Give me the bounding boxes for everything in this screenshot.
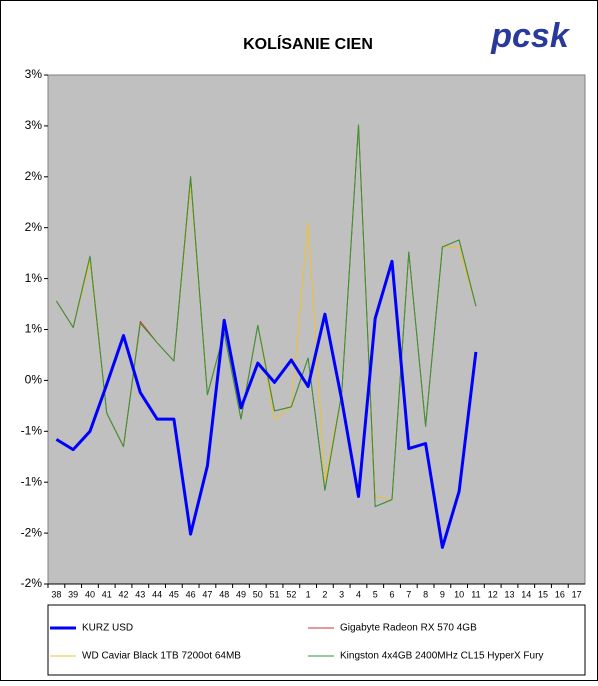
x-tick-label: 8 bbox=[423, 589, 428, 599]
legend-label: WD Caviar Black 1TB 7200ot 64MB bbox=[82, 651, 241, 662]
x-tick-label: 6 bbox=[390, 589, 395, 599]
x-tick-label: 40 bbox=[85, 589, 95, 599]
x-tick-label: 51 bbox=[270, 589, 280, 599]
y-tick-label: 1% bbox=[25, 322, 43, 336]
x-tick-label: 12 bbox=[488, 589, 498, 599]
legend bbox=[47, 604, 586, 676]
x-tick-label: 43 bbox=[135, 589, 145, 599]
x-tick-label: 47 bbox=[202, 589, 212, 599]
x-tick-label: 7 bbox=[406, 589, 411, 599]
x-tick-label: 2 bbox=[322, 589, 327, 599]
legend-label: KURZ USD bbox=[82, 623, 133, 634]
y-tick-label: -1% bbox=[21, 474, 43, 488]
x-tick-label: 15 bbox=[538, 589, 548, 599]
series-line bbox=[55, 259, 478, 549]
x-tick-label: 16 bbox=[555, 589, 565, 599]
legend-label: Kingston 4x4GB 2400MHz CL15 HyperX Fury bbox=[340, 651, 543, 662]
x-tick-label: 3 bbox=[339, 589, 344, 599]
logo: pcsk bbox=[490, 17, 571, 55]
y-tick-label: 1% bbox=[25, 271, 43, 285]
x-tick-label: 5 bbox=[373, 589, 378, 599]
x-tick-label: 45 bbox=[169, 589, 179, 599]
x-tick-label: 1 bbox=[306, 589, 311, 599]
series-line bbox=[55, 124, 477, 508]
x-tick-label: 41 bbox=[102, 589, 112, 599]
x-tick-label: 49 bbox=[236, 589, 246, 599]
x-tick-label: 50 bbox=[253, 589, 263, 599]
x-tick-label: 52 bbox=[286, 589, 296, 599]
y-tick-label: 3% bbox=[25, 118, 43, 132]
legend-label: Gigabyte Radeon RX 570 4GB bbox=[340, 623, 477, 634]
y-tick-label: 0% bbox=[25, 373, 43, 387]
y-tick-label: 2% bbox=[25, 169, 43, 183]
chart-title: KOLÍSANIE CIEN bbox=[243, 34, 373, 53]
x-tick-label: 38 bbox=[51, 589, 61, 599]
x-tick-label: 9 bbox=[440, 589, 445, 599]
x-tick-label: 17 bbox=[572, 589, 582, 599]
y-tick-label: -2% bbox=[21, 576, 43, 590]
x-tick-label: 44 bbox=[152, 589, 162, 599]
y-tick-label: 2% bbox=[25, 220, 43, 234]
y-tick-label: -2% bbox=[21, 525, 43, 539]
x-tick-label: 13 bbox=[504, 589, 514, 599]
x-tick-label: 11 bbox=[471, 589, 480, 599]
plot-area bbox=[47, 74, 586, 585]
x-tick-label: 4 bbox=[356, 589, 361, 599]
x-tick-label: 48 bbox=[219, 589, 229, 599]
x-tick-label: 46 bbox=[186, 589, 196, 599]
x-tick-label: 42 bbox=[119, 589, 129, 599]
x-tick-label: 39 bbox=[68, 589, 78, 599]
y-tick-label: -1% bbox=[21, 423, 43, 437]
x-tick-label: 10 bbox=[454, 589, 464, 599]
y-tick-label: 3% bbox=[25, 67, 43, 81]
x-tick-label: 14 bbox=[521, 589, 531, 599]
